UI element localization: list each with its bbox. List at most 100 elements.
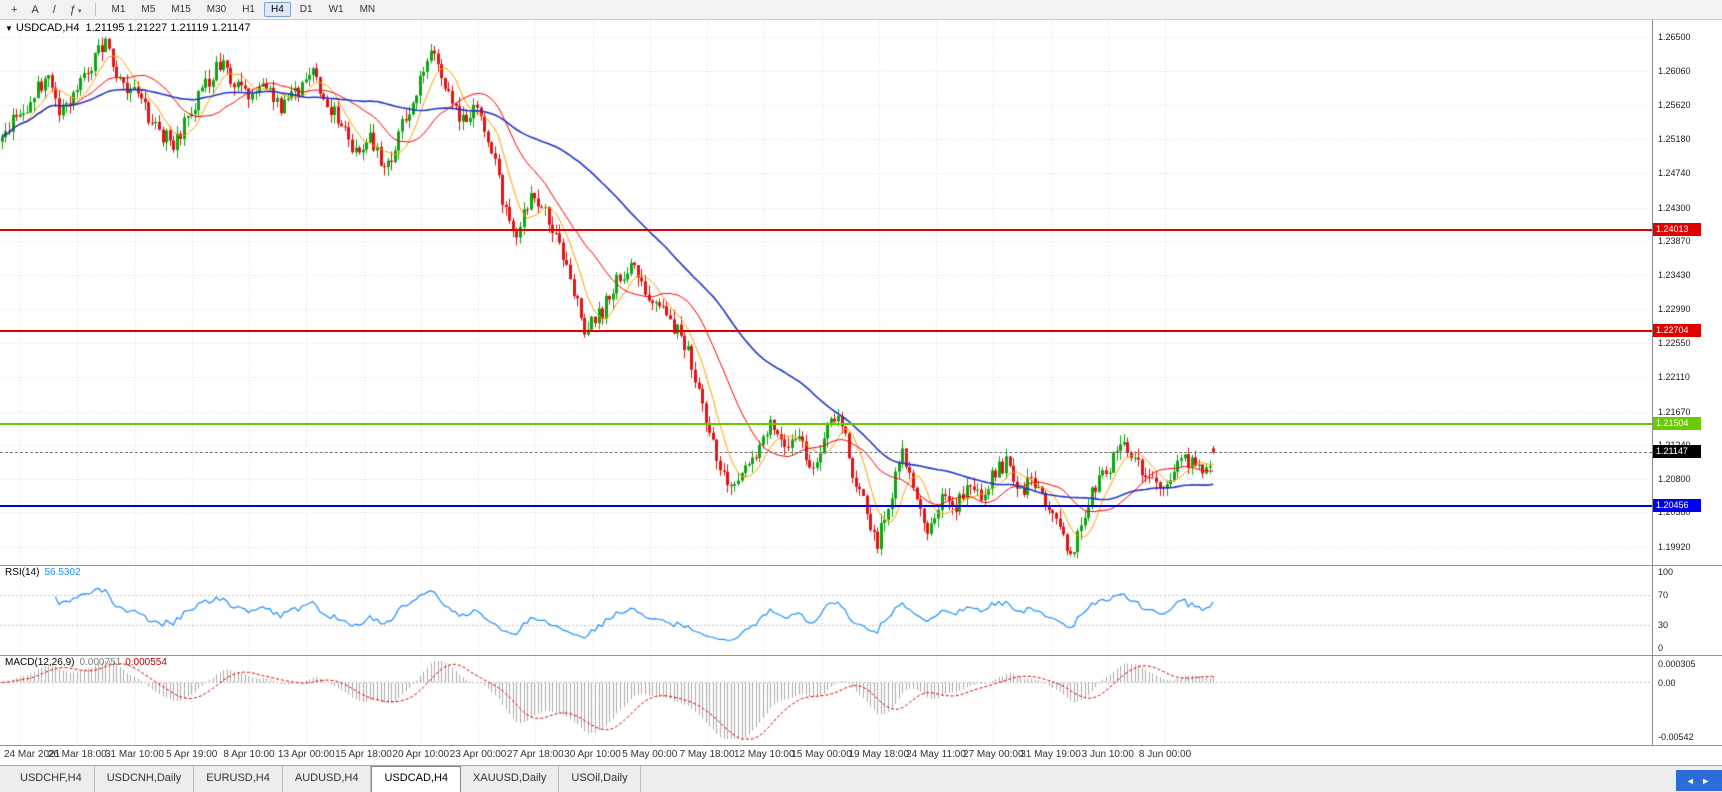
rsi-value: 56.5302 bbox=[44, 567, 81, 578]
price-axis-label: 1.24300 bbox=[1658, 202, 1691, 213]
timeframe-button-m15[interactable]: M15 bbox=[171, 4, 191, 15]
tab-usoil-daily[interactable]: USOil,Daily bbox=[559, 766, 641, 792]
tab-scroll-control[interactable]: ◄ ► bbox=[1676, 770, 1722, 791]
time-axis[interactable]: 24 Mar 2021 26 Mar 18:00 31 Mar 10:00 5 Apr… bbox=[0, 745, 1722, 765]
crosshair-tool-button[interactable]: + bbox=[11, 3, 18, 16]
tab-usdcnh-daily[interactable]: USDCNH,Daily bbox=[95, 766, 195, 792]
time-axis-label: 15 May 00:00 bbox=[791, 749, 852, 760]
macd-signal-value: 0.000554 bbox=[125, 657, 167, 668]
time-axis-label: 8 Jun 00:00 bbox=[1138, 749, 1192, 760]
timeframe-button-d1[interactable]: D1 bbox=[299, 4, 313, 15]
time-axis-label: 12 May 10:00 bbox=[733, 749, 795, 760]
chart-symbol-label: USDCAD,H4 bbox=[15, 22, 80, 34]
main-price-axis: 1.26500 1.26060 1.25620 1.25180 1.24740 1.243… bbox=[1652, 20, 1722, 565]
tab-bar: USDCHF,H4 USDCNH,Daily EURUSD,H4 AUDUSD,H4 U… bbox=[0, 765, 1722, 792]
rsi-canvas[interactable] bbox=[0, 566, 1652, 654]
indicators-icon: ƒ bbox=[69, 3, 76, 16]
timeframe-button-h1[interactable]: H1 bbox=[242, 4, 255, 15]
macd-panel: MACD(12,26,9) 0.000751 0.000554 0.000305 0.… bbox=[0, 655, 1722, 745]
macd-axis-label: 0.000305 bbox=[1658, 659, 1696, 669]
rsi-axis-label: 70 bbox=[1658, 589, 1669, 600]
rsi-axis: 100 70 30 0 bbox=[1652, 566, 1722, 655]
main-plot-overlays bbox=[0, 20, 1652, 565]
timeframe-group: M1 M5 M15 M30 H1 H4 D1 W1 MN bbox=[103, 2, 383, 17]
rsi-title: RSI(14) 56.5302 bbox=[5, 567, 81, 578]
time-axis-label: 13 Apr 00:00 bbox=[277, 749, 335, 760]
timeframe-button-w1[interactable]: W1 bbox=[328, 4, 344, 15]
rsi-axis-label: 100 bbox=[1658, 567, 1674, 577]
resistance-upper-badge: 1.24013 bbox=[1653, 222, 1701, 236]
time-axis-label: 5 Apr 19:00 bbox=[166, 749, 218, 760]
time-axis-label: 24 Mar 2021 bbox=[4, 749, 61, 760]
price-axis-label: 1.23870 bbox=[1658, 235, 1691, 246]
timeframe-button-m1[interactable]: M1 bbox=[111, 4, 126, 15]
resistance-lower-badge: 1.22704 bbox=[1653, 324, 1701, 338]
time-axis-label: 30 Apr 10:00 bbox=[564, 749, 621, 760]
tab-audusd-h4[interactable]: AUDUSD,H4 bbox=[283, 766, 372, 792]
time-axis-label: 15 Apr 18:00 bbox=[335, 749, 392, 760]
price-axis-label: 1.19920 bbox=[1658, 542, 1691, 553]
chevron-down-icon: ▾ bbox=[77, 7, 82, 15]
trendline-tool-button[interactable]: / bbox=[52, 3, 56, 16]
tab-bar-tabs: USDCHF,H4 USDCNH,Daily EURUSD,H4 AUDUSD,H4 U… bbox=[0, 766, 1722, 792]
pivot-green-line[interactable] bbox=[0, 423, 1652, 426]
price-axis-label: 1.24740 bbox=[1658, 168, 1691, 179]
price-axis-label: 1.20800 bbox=[1658, 473, 1691, 484]
price-axis-label: 1.22550 bbox=[1658, 338, 1691, 349]
tab-usdcad-h4[interactable]: USDCAD,H4 bbox=[371, 766, 462, 792]
time-axis-label: 27 May 00:00 bbox=[962, 749, 1024, 760]
timeframe-button-m30[interactable]: M30 bbox=[206, 4, 227, 15]
time-axis-label: 19 May 18:00 bbox=[848, 749, 910, 760]
price-axis-label: 1.25180 bbox=[1658, 134, 1691, 145]
resistance-lower-line[interactable] bbox=[0, 330, 1652, 333]
time-axis-label: 5 May 00:00 bbox=[622, 749, 678, 760]
timeframe-button-h4[interactable]: H4 bbox=[264, 2, 291, 17]
time-axis-label: 26 Mar 18:00 bbox=[47, 749, 107, 760]
current-price-line bbox=[0, 452, 1652, 454]
chart-title: ▼ USDCAD,H4 1.21195 1.21227 1.21119 1.2114… bbox=[5, 22, 250, 34]
toolbar: + A / ƒ ▾ M1 M5 M15 M30 H1 H4 D1 W1 MN bbox=[0, 0, 1722, 20]
price-axis-label: 1.21670 bbox=[1658, 406, 1691, 417]
time-axis-label: 31 May 19:00 bbox=[1020, 749, 1081, 760]
current-price-badge: 1.21147 bbox=[1653, 445, 1701, 459]
timeframe-button-m5[interactable]: M5 bbox=[141, 4, 156, 15]
macd-canvas[interactable] bbox=[0, 656, 1652, 744]
tab-xauusd-daily[interactable]: XAUUSD,Daily bbox=[461, 766, 560, 792]
price-axis-label: 1.26500 bbox=[1658, 32, 1691, 43]
text-tool-button[interactable]: A bbox=[31, 3, 39, 16]
rsi-axis-label: 30 bbox=[1658, 620, 1669, 631]
time-axis-label: 8 Apr 10:00 bbox=[223, 749, 275, 760]
macd-axis-label: 0.00 bbox=[1658, 677, 1676, 688]
chart-ohlc-values: 1.21195 1.21227 1.21119 1.21147 bbox=[85, 22, 251, 34]
macd-title: MACD(12,26,9) 0.000751 0.000554 bbox=[5, 657, 167, 668]
time-axis-label: 20 Apr 10:00 bbox=[392, 749, 450, 760]
rsi-panel: RSI(14) 56.5302 100 70 30 0 bbox=[0, 565, 1722, 655]
price-axis-label: 1.23430 bbox=[1658, 270, 1691, 281]
indicators-button[interactable]: ƒ ▾ bbox=[63, 1, 89, 19]
price-axis-label: 1.21240 bbox=[1658, 439, 1691, 451]
time-axis-label: 3 Jun 10:00 bbox=[1081, 749, 1134, 760]
main-chart-panel: ▼ USDCAD,H4 1.21195 1.21227 1.21119 1.2114… bbox=[0, 20, 1722, 565]
tab-usdchf-h4[interactable]: USDCHF,H4 bbox=[8, 766, 95, 792]
time-axis-label: 31 Mar 10:00 bbox=[105, 749, 164, 760]
support-blue-badge: 1.20456 bbox=[1653, 498, 1701, 512]
support-blue-line[interactable] bbox=[0, 504, 1652, 507]
time-axis-label: 7 May 18:00 bbox=[679, 749, 735, 760]
time-axis-label: 24 May 11:00 bbox=[906, 749, 966, 760]
price-axis-label: 1.25620 bbox=[1658, 100, 1691, 111]
chart-dropdown-icon[interactable]: ▼ bbox=[5, 24, 13, 33]
macd-axis-label: -0.00542 bbox=[1658, 732, 1694, 742]
tab-eurusd-h4[interactable]: EURUSD,H4 bbox=[194, 766, 283, 792]
time-axis-label: 23 Apr 00:00 bbox=[449, 749, 507, 760]
time-axis-label: 27 Apr 18:00 bbox=[506, 749, 564, 760]
main-chart-canvas[interactable] bbox=[0, 20, 1652, 565]
rsi-axis-label: 0 bbox=[1658, 643, 1664, 653]
resistance-upper-line[interactable] bbox=[0, 228, 1652, 231]
pivot-green-badge: 1.21504 bbox=[1653, 417, 1701, 431]
macd-name-label: MACD(12,26,9) bbox=[5, 657, 75, 668]
timeframe-button-mn[interactable]: MN bbox=[359, 4, 376, 15]
price-axis-label: 1.22110 bbox=[1658, 372, 1690, 383]
price-axis-label: 1.26060 bbox=[1658, 66, 1691, 77]
macd-main-value: 0.000751 bbox=[79, 657, 122, 668]
